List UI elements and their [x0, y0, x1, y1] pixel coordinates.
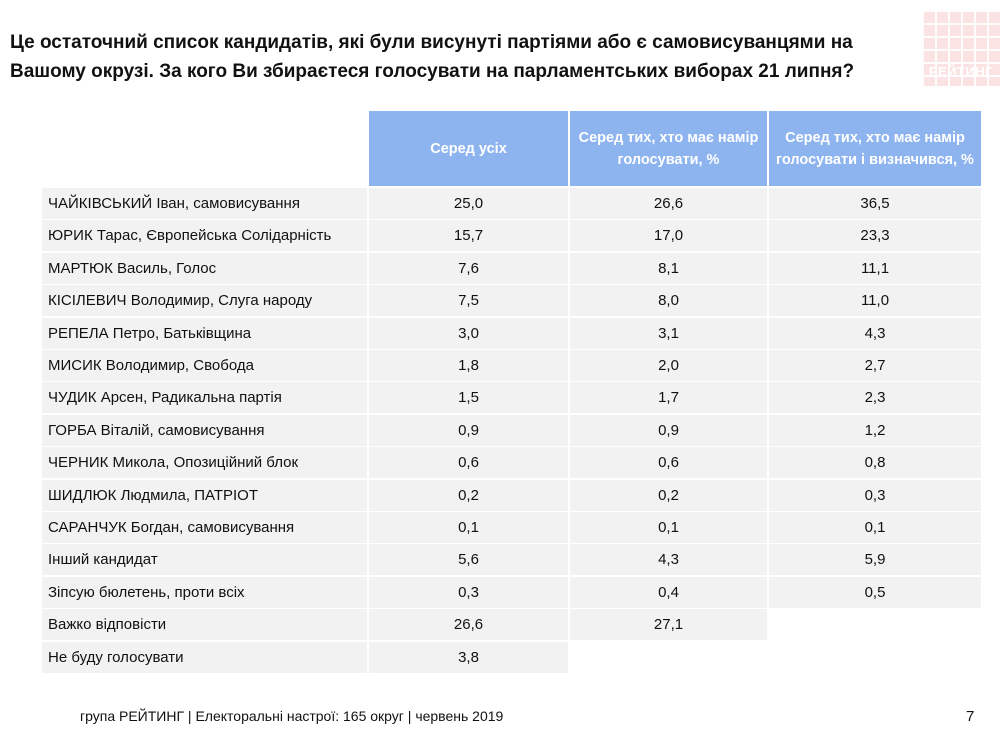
footer-source: група РЕЙТИНГ | Електоральні настрої: 16… [80, 708, 504, 724]
value-cell-col1: 0,1 [369, 512, 568, 543]
table-row: Інший кандидат 5,6 4,3 5,9 [0, 544, 1004, 576]
table-row: МАРТЮК Василь, Голос 7,6 8,1 11,1 [0, 252, 1004, 284]
value-cell-col1: 0,6 [369, 447, 568, 479]
value-cell-col1: 0,3 [369, 576, 568, 608]
value-cell-col2: 0,2 [570, 479, 767, 511]
candidate-name: МАРТЮК Василь, Голос [42, 252, 367, 284]
table-row: САРАНЧУК Богдан, самовисування 0,1 0,1 0,1 [0, 512, 1004, 543]
table-row: Важко відповісти 26,6 27,1 [0, 609, 1004, 641]
candidate-name: Важко відповісти [42, 609, 367, 641]
value-cell-col2: 26,6 [570, 188, 767, 219]
value-cell-col1: 1,8 [369, 350, 568, 381]
value-cell-col2: 27,1 [570, 609, 767, 641]
value-cell-col3 [769, 641, 981, 673]
table-row: КІСІЛЕВИЧ Володимир, Слуга народу 7,5 8,0 1… [0, 285, 1004, 317]
value-cell-col3: 23,3 [769, 220, 981, 252]
value-cell-col1: 7,5 [369, 285, 568, 317]
page-number: 7 [966, 708, 975, 725]
value-cell-col2: 0,6 [570, 447, 767, 479]
candidate-name: ЧУДИК Арсен, Радикальна партія [42, 382, 367, 414]
table-row: ГОРБА Віталій, самовисування 0,9 0,9 1,2 [0, 414, 1004, 446]
value-cell-col2: 0,1 [570, 512, 767, 543]
value-cell-col2: 8,0 [570, 285, 767, 317]
value-cell-col3: 0,1 [769, 512, 981, 543]
value-cell-col1: 5,6 [369, 544, 568, 576]
candidate-name: МИСИК Володимир, Свобода [42, 350, 367, 381]
value-cell-col3: 5,9 [769, 544, 981, 576]
column-header-all: Серед усіх [369, 111, 568, 186]
table-row: Не буду голосувати 3,8 [0, 641, 1004, 673]
table-row: РЕПЕЛА Петро, Батьківщина 3,0 3,1 4,3 [0, 317, 1004, 349]
value-cell-col1: 7,6 [369, 252, 568, 284]
candidate-name: Інший кандидат [42, 544, 367, 576]
value-cell-col1: 0,2 [369, 479, 568, 511]
value-cell-col2: 2,0 [570, 350, 767, 381]
table-row: ШИДЛЮК Людмила, ПАТРІОТ 0,2 0,2 0,3 [0, 479, 1004, 511]
table-row: ЧАЙКІВСЬКИЙ Іван, самовисування 25,0 26,6 3… [0, 188, 1004, 219]
value-cell-col3: 11,1 [769, 252, 981, 284]
value-cell-col1: 1,5 [369, 382, 568, 414]
value-cell-col3: 1,2 [769, 414, 981, 446]
column-header-intend-vote: Серед тих, хто має намір голосувати, % [570, 111, 767, 186]
value-cell-col2: 4,3 [570, 544, 767, 576]
value-cell-col3: 2,7 [769, 350, 981, 381]
value-cell-col1: 15,7 [369, 220, 568, 252]
value-cell-col2: 17,0 [570, 220, 767, 252]
value-cell-col3: 11,0 [769, 285, 981, 317]
candidate-name: КІСІЛЕВИЧ Володимир, Слуга народу [42, 285, 367, 317]
logo-grid-pattern [922, 10, 1000, 86]
value-cell-col1: 0,9 [369, 414, 568, 446]
candidate-name: ЧЕРНИК Микола, Опозиційний блок [42, 447, 367, 479]
column-header-decided: Серед тих, хто має намір голосувати і ви… [769, 111, 981, 186]
value-cell-col2: 0,4 [570, 576, 767, 608]
candidate-name: САРАНЧУК Богдан, самовисування [42, 512, 367, 543]
value-cell-col3: 0,8 [769, 447, 981, 479]
candidate-name: РЕПЕЛА Петро, Батьківщина [42, 317, 367, 349]
value-cell-col1: 3,0 [369, 317, 568, 349]
table-row: МИСИК Володимир, Свобода 1,8 2,0 2,7 [0, 350, 1004, 381]
value-cell-col1: 3,8 [369, 641, 568, 673]
candidate-name: ГОРБА Віталій, самовисування [42, 414, 367, 446]
table-row: ЮРИК Тарас, Європейська Солідарність 15,7… [0, 220, 1004, 252]
table-row: ЧЕРНИК Микола, Опозиційний блок 0,6 0,6 0,8 [0, 447, 1004, 479]
value-cell-col3: 4,3 [769, 317, 981, 349]
candidate-name: ЧАЙКІВСЬКИЙ Іван, самовисування [42, 188, 367, 219]
value-cell-col2: 1,7 [570, 382, 767, 414]
candidate-name: Не буду голосувати [42, 641, 367, 673]
candidate-name: ШИДЛЮК Людмила, ПАТРІОТ [42, 479, 367, 511]
value-cell-col3: 0,5 [769, 576, 981, 608]
value-cell-col2 [570, 641, 767, 673]
value-cell-col1: 25,0 [369, 188, 568, 219]
page-title: Це остаточний список кандидатів, які бул… [10, 32, 855, 82]
value-cell-col1: 26,6 [369, 609, 568, 641]
table-row: ЧУДИК Арсен, Радикальна партія 1,5 1,7 2,3 [0, 382, 1004, 414]
value-cell-col2: 8,1 [570, 252, 767, 284]
value-cell-col3 [769, 609, 981, 641]
logo-text: РЕЙТИНГ [928, 64, 994, 79]
candidate-name: ЮРИК Тарас, Європейська Солідарність [42, 220, 367, 252]
value-cell-col2: 3,1 [570, 317, 767, 349]
candidate-name: Зіпсую бюлетень, проти всіх [42, 576, 367, 608]
table-row: Зіпсую бюлетень, проти всіх 0,3 0,4 0,5 [0, 576, 1004, 608]
value-cell-col3: 36,5 [769, 188, 981, 219]
value-cell-col3: 0,3 [769, 479, 981, 511]
value-cell-col3: 2,3 [769, 382, 981, 414]
rating-logo: РЕЙТИНГ [922, 10, 1000, 86]
value-cell-col2: 0,9 [570, 414, 767, 446]
